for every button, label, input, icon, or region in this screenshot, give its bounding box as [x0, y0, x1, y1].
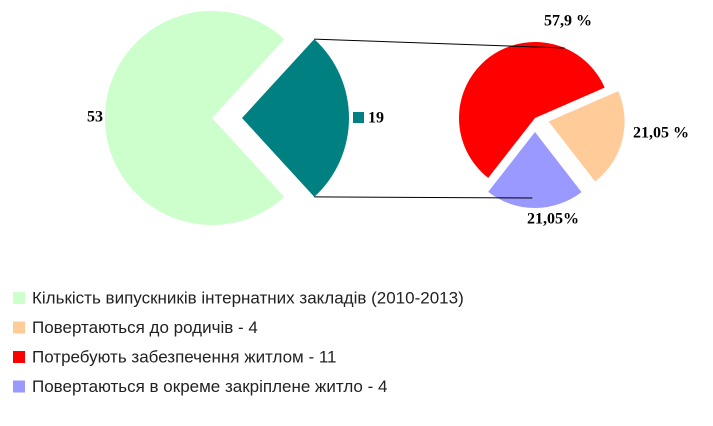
pie-slice — [104, 10, 285, 225]
legend-label: Повертаються до родичів - 4 — [32, 318, 258, 337]
legend-key — [13, 380, 25, 393]
data-label: 53 — [87, 109, 103, 126]
legend-key — [13, 321, 25, 334]
data-label: 57,9 % — [544, 13, 592, 30]
legend-label: Повертаються в окреме закріплене житло -… — [32, 377, 387, 396]
connector-line — [314, 196, 533, 199]
pie-slice — [548, 91, 625, 182]
connector-line — [314, 38, 565, 49]
pie-slice — [459, 42, 605, 178]
data-label: 21,05% — [527, 211, 579, 228]
pie-slice — [242, 39, 349, 197]
legend-label: Потребують забезпечення житлом - 11 — [32, 347, 336, 366]
label-key — [353, 112, 364, 123]
data-label: 21,05 % — [633, 125, 689, 142]
data-label: 19 — [368, 110, 384, 127]
legend-key — [13, 351, 25, 363]
pie-slice — [488, 131, 582, 208]
legend-label: Кількість випускників інтернатних заклад… — [32, 288, 464, 307]
legend-key — [13, 292, 25, 304]
